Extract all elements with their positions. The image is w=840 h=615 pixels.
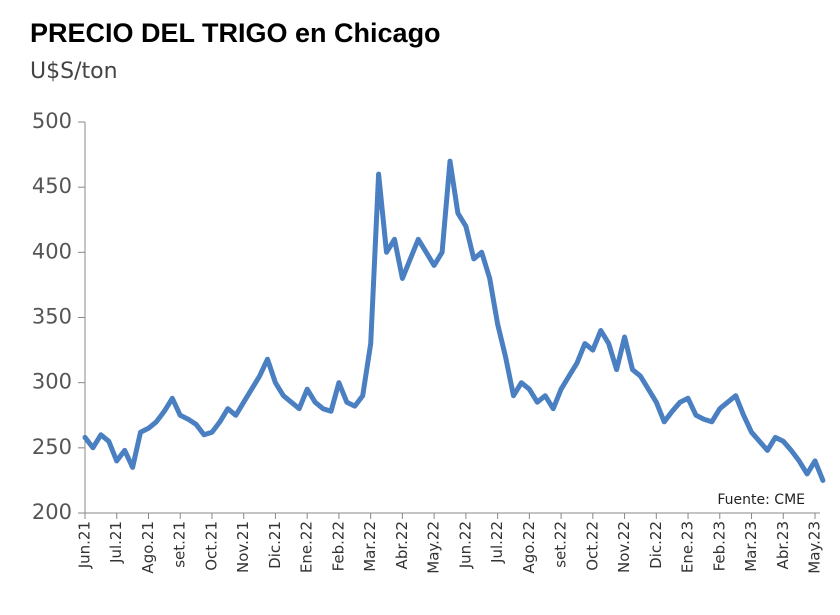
y-tick-label: 300	[32, 370, 72, 394]
x-tick-label: set.22	[552, 521, 570, 568]
x-tick-label: Jun.21	[76, 521, 94, 569]
x-tick-label: Jul.22	[488, 521, 506, 564]
price-line	[82, 158, 826, 483]
x-tick-label: Mar.23	[742, 521, 760, 572]
x-tick-label: Abr.22	[393, 521, 411, 569]
y-tick-label: 350	[32, 305, 72, 329]
x-tick-label: May.22	[425, 521, 443, 574]
x-tick-label: Ago.21	[139, 521, 157, 574]
x-tick-label: Oct.21	[202, 521, 220, 571]
y-tick-label: 400	[32, 239, 72, 263]
x-tick-label: Ene.23	[679, 521, 697, 573]
x-tick-label: Dic.22	[647, 521, 665, 569]
chart-subtitle: U$S/ton	[30, 59, 118, 84]
x-tick-label: Nov.22	[615, 521, 633, 573]
chart-title: PRECIO DEL TRIGO en Chicago	[30, 18, 441, 48]
x-tick-label: Nov.21	[234, 521, 252, 573]
x-tick-label: Feb.22	[329, 521, 347, 571]
x-tick-label: Jul.21	[107, 521, 125, 564]
y-tick-label: 200	[32, 500, 72, 524]
x-tick-label: Feb.23	[710, 521, 728, 571]
source: Fuente: CME	[717, 492, 805, 508]
y-tick-label: 250	[32, 435, 72, 459]
y-tick-label: 450	[32, 174, 72, 198]
x-tick-label: Dic.21	[266, 521, 284, 569]
x-tick-label: Abr.23	[774, 521, 792, 569]
x-tick-label: Ago.22	[520, 521, 538, 574]
x-tick-label: May.23	[806, 521, 824, 574]
x-tick-label: set.21	[171, 521, 189, 568]
x-tick-label: Mar.22	[361, 521, 379, 572]
y-tick-label: 500	[32, 109, 72, 133]
x-tick-label: Jun.22	[456, 521, 474, 569]
x-tick-label: Oct.22	[583, 521, 601, 571]
x-tick-label: Ene.22	[298, 521, 316, 573]
